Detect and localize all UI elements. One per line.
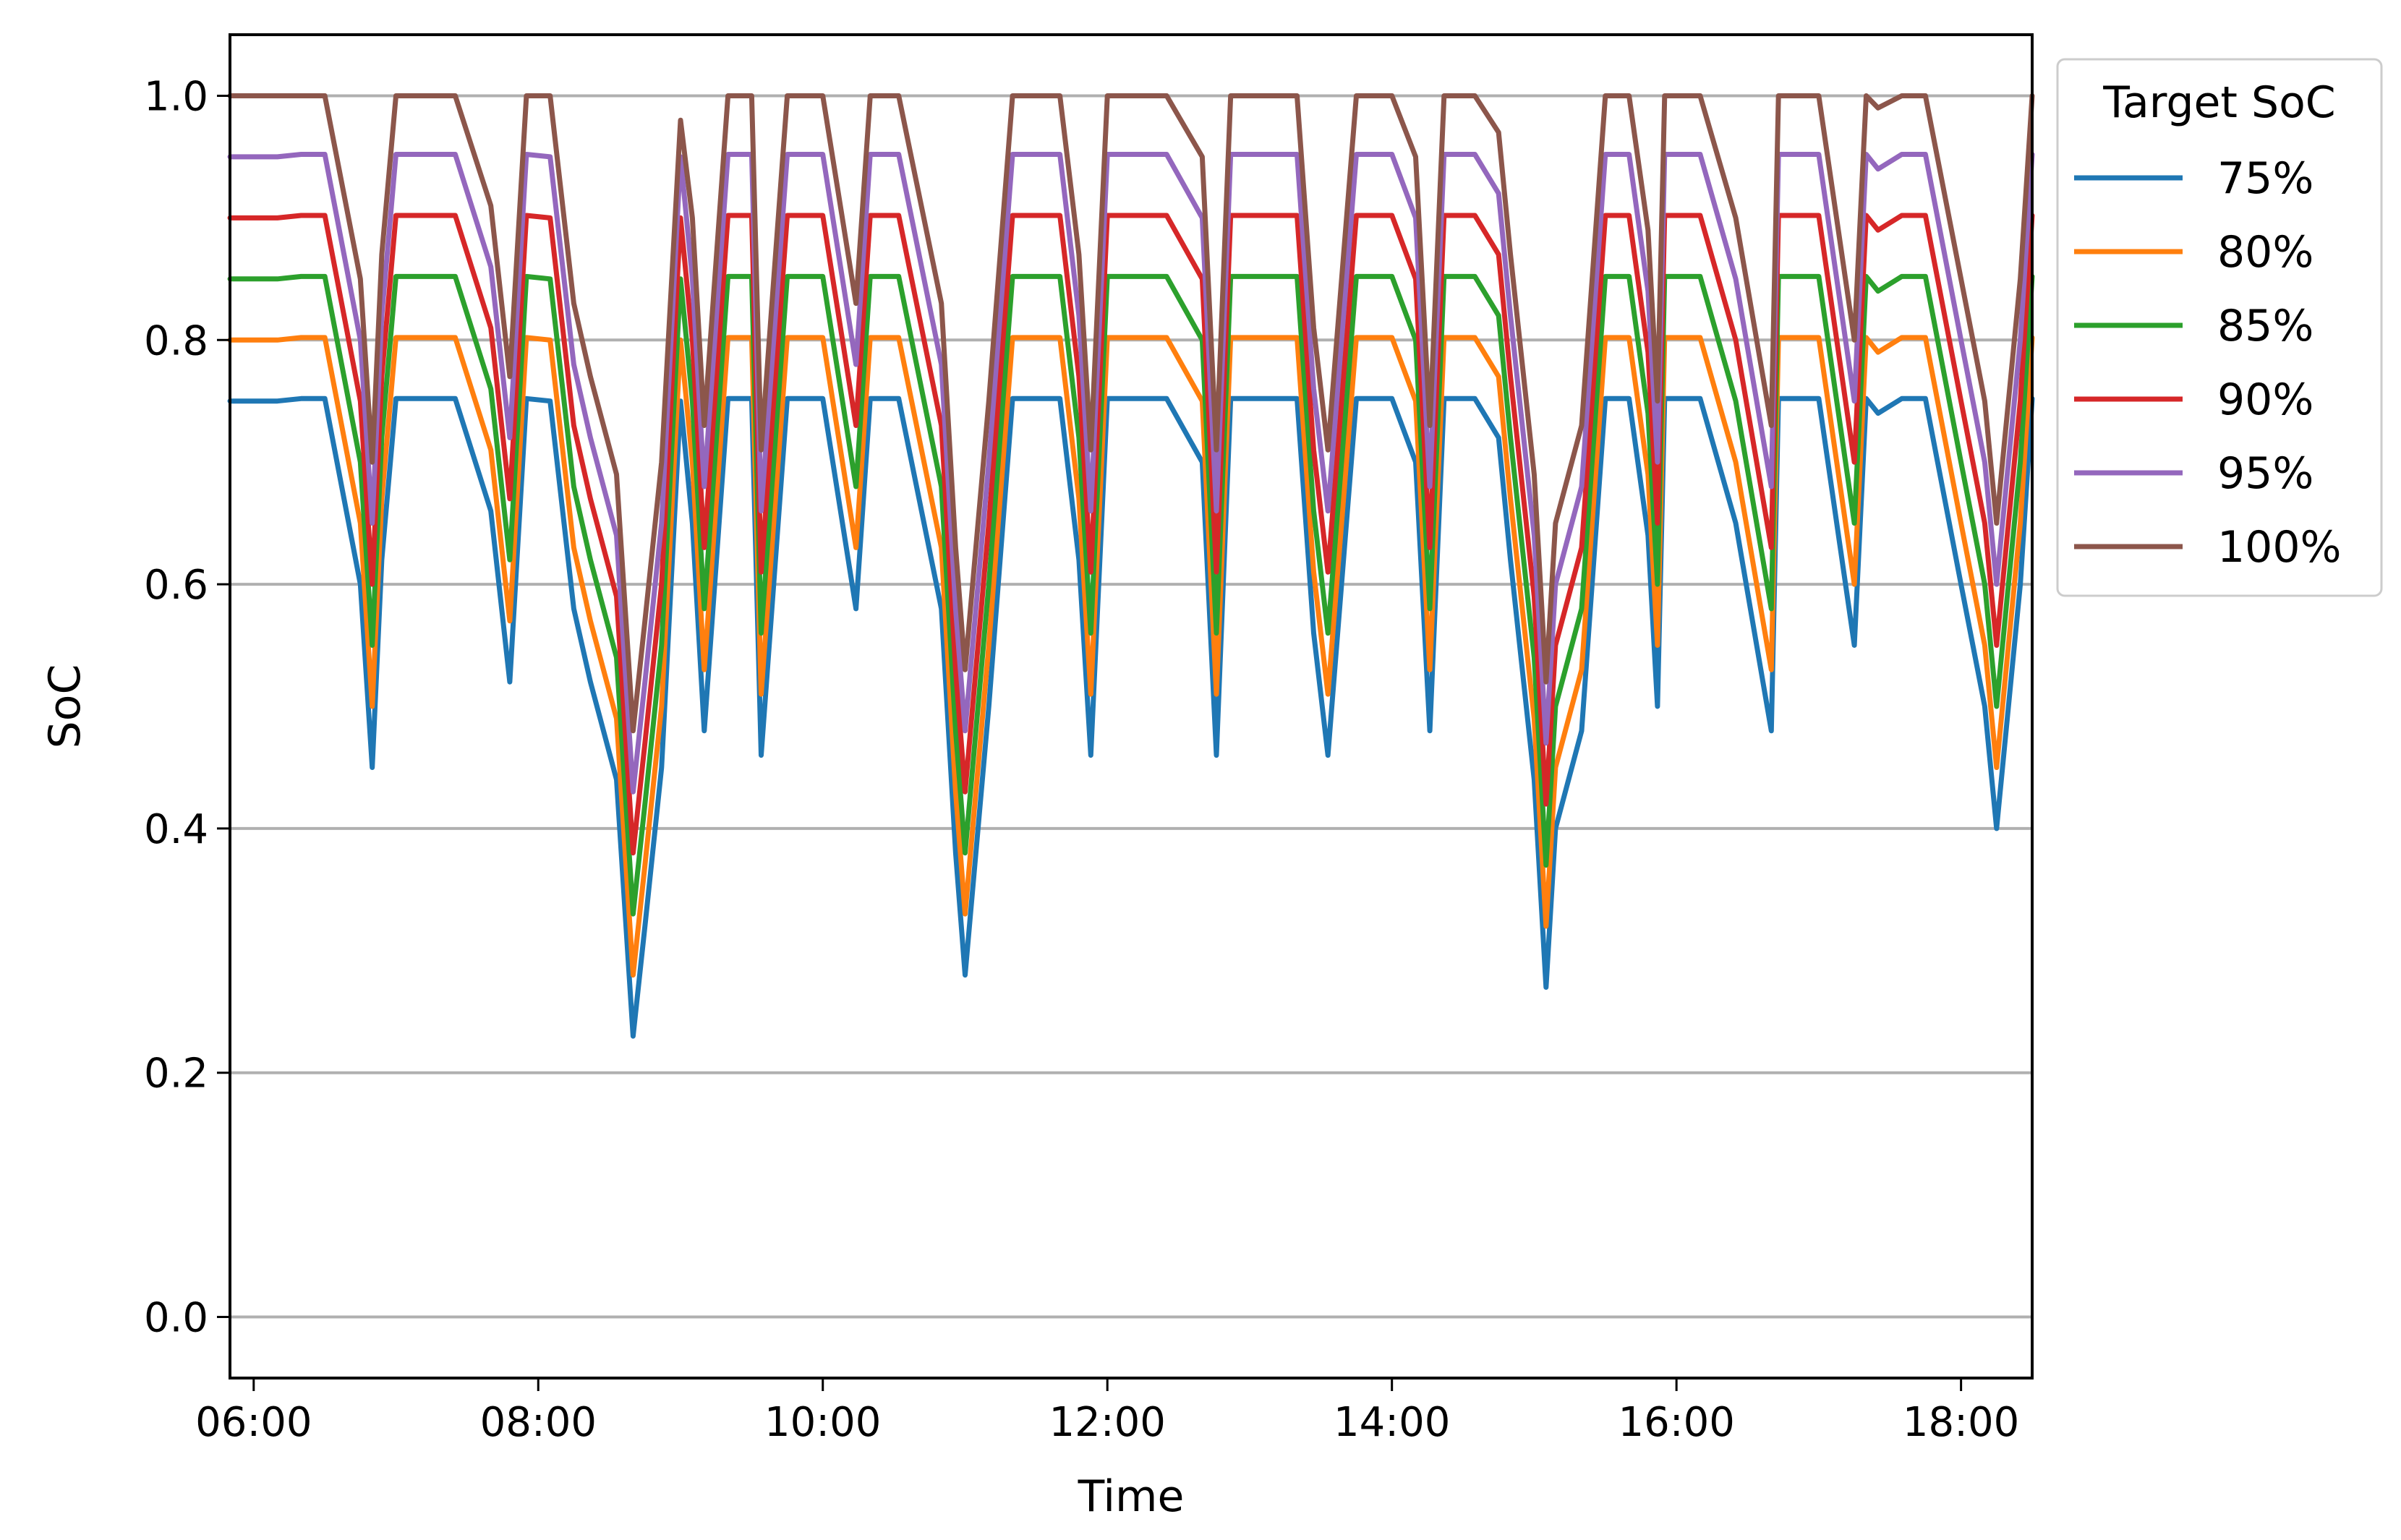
series-line-2	[227, 273, 2035, 917]
series-line-4	[227, 152, 2035, 795]
x-axis-label: Time	[1078, 1471, 1185, 1522]
x-tick-label: 12:00	[1049, 1399, 1166, 1446]
y-tick-label: 0.0	[144, 1295, 208, 1342]
series-line-3	[227, 213, 2035, 856]
series-line-1	[227, 335, 2035, 978]
legend-label: 85%	[2217, 301, 2313, 351]
legend-label: 100%	[2217, 522, 2342, 573]
x-tick-label: 18:00	[1903, 1399, 2019, 1446]
series-line-5	[227, 93, 2035, 734]
y-axis-label: SoC	[40, 664, 90, 749]
y-tick-label: 0.4	[144, 806, 208, 853]
y-tick-label: 0.8	[144, 317, 208, 364]
x-tick-label: 06:00	[195, 1399, 312, 1446]
legend-label: 75%	[2217, 153, 2313, 204]
x-tick-label: 08:00	[480, 1399, 597, 1446]
x-tick-label: 14:00	[1334, 1399, 1450, 1446]
x-tick-label: 16:00	[1618, 1399, 1734, 1446]
legend-box	[2056, 58, 2383, 597]
x-tick-label: 10:00	[764, 1399, 881, 1446]
series-line-0	[227, 395, 2035, 1039]
x-axis-ticks: 06:00 08:00 10:00 12:00 14:00 16:00 18:00	[195, 1378, 2019, 1446]
series-layer	[227, 93, 2035, 1039]
y-tick-label: 0.2	[144, 1051, 208, 1098]
y-tick-label: 0.6	[144, 562, 208, 609]
legend-label: 90%	[2217, 375, 2313, 425]
legend-items: 75% 80% 85% 90% 95% 100%	[2074, 153, 2342, 573]
y-tick-label: 1.0	[144, 73, 208, 120]
plot-frame	[229, 33, 2034, 1379]
legend: Target SoC 75% 80% 85% 90% 95% 100%	[2056, 58, 2383, 597]
legend-title: Target SoC	[2102, 77, 2335, 128]
y-axis-ticks: 0.0 0.2 0.4 0.6 0.8 1.0	[144, 73, 230, 1342]
legend-label: 95%	[2217, 448, 2313, 499]
legend-label: 80%	[2217, 227, 2313, 278]
